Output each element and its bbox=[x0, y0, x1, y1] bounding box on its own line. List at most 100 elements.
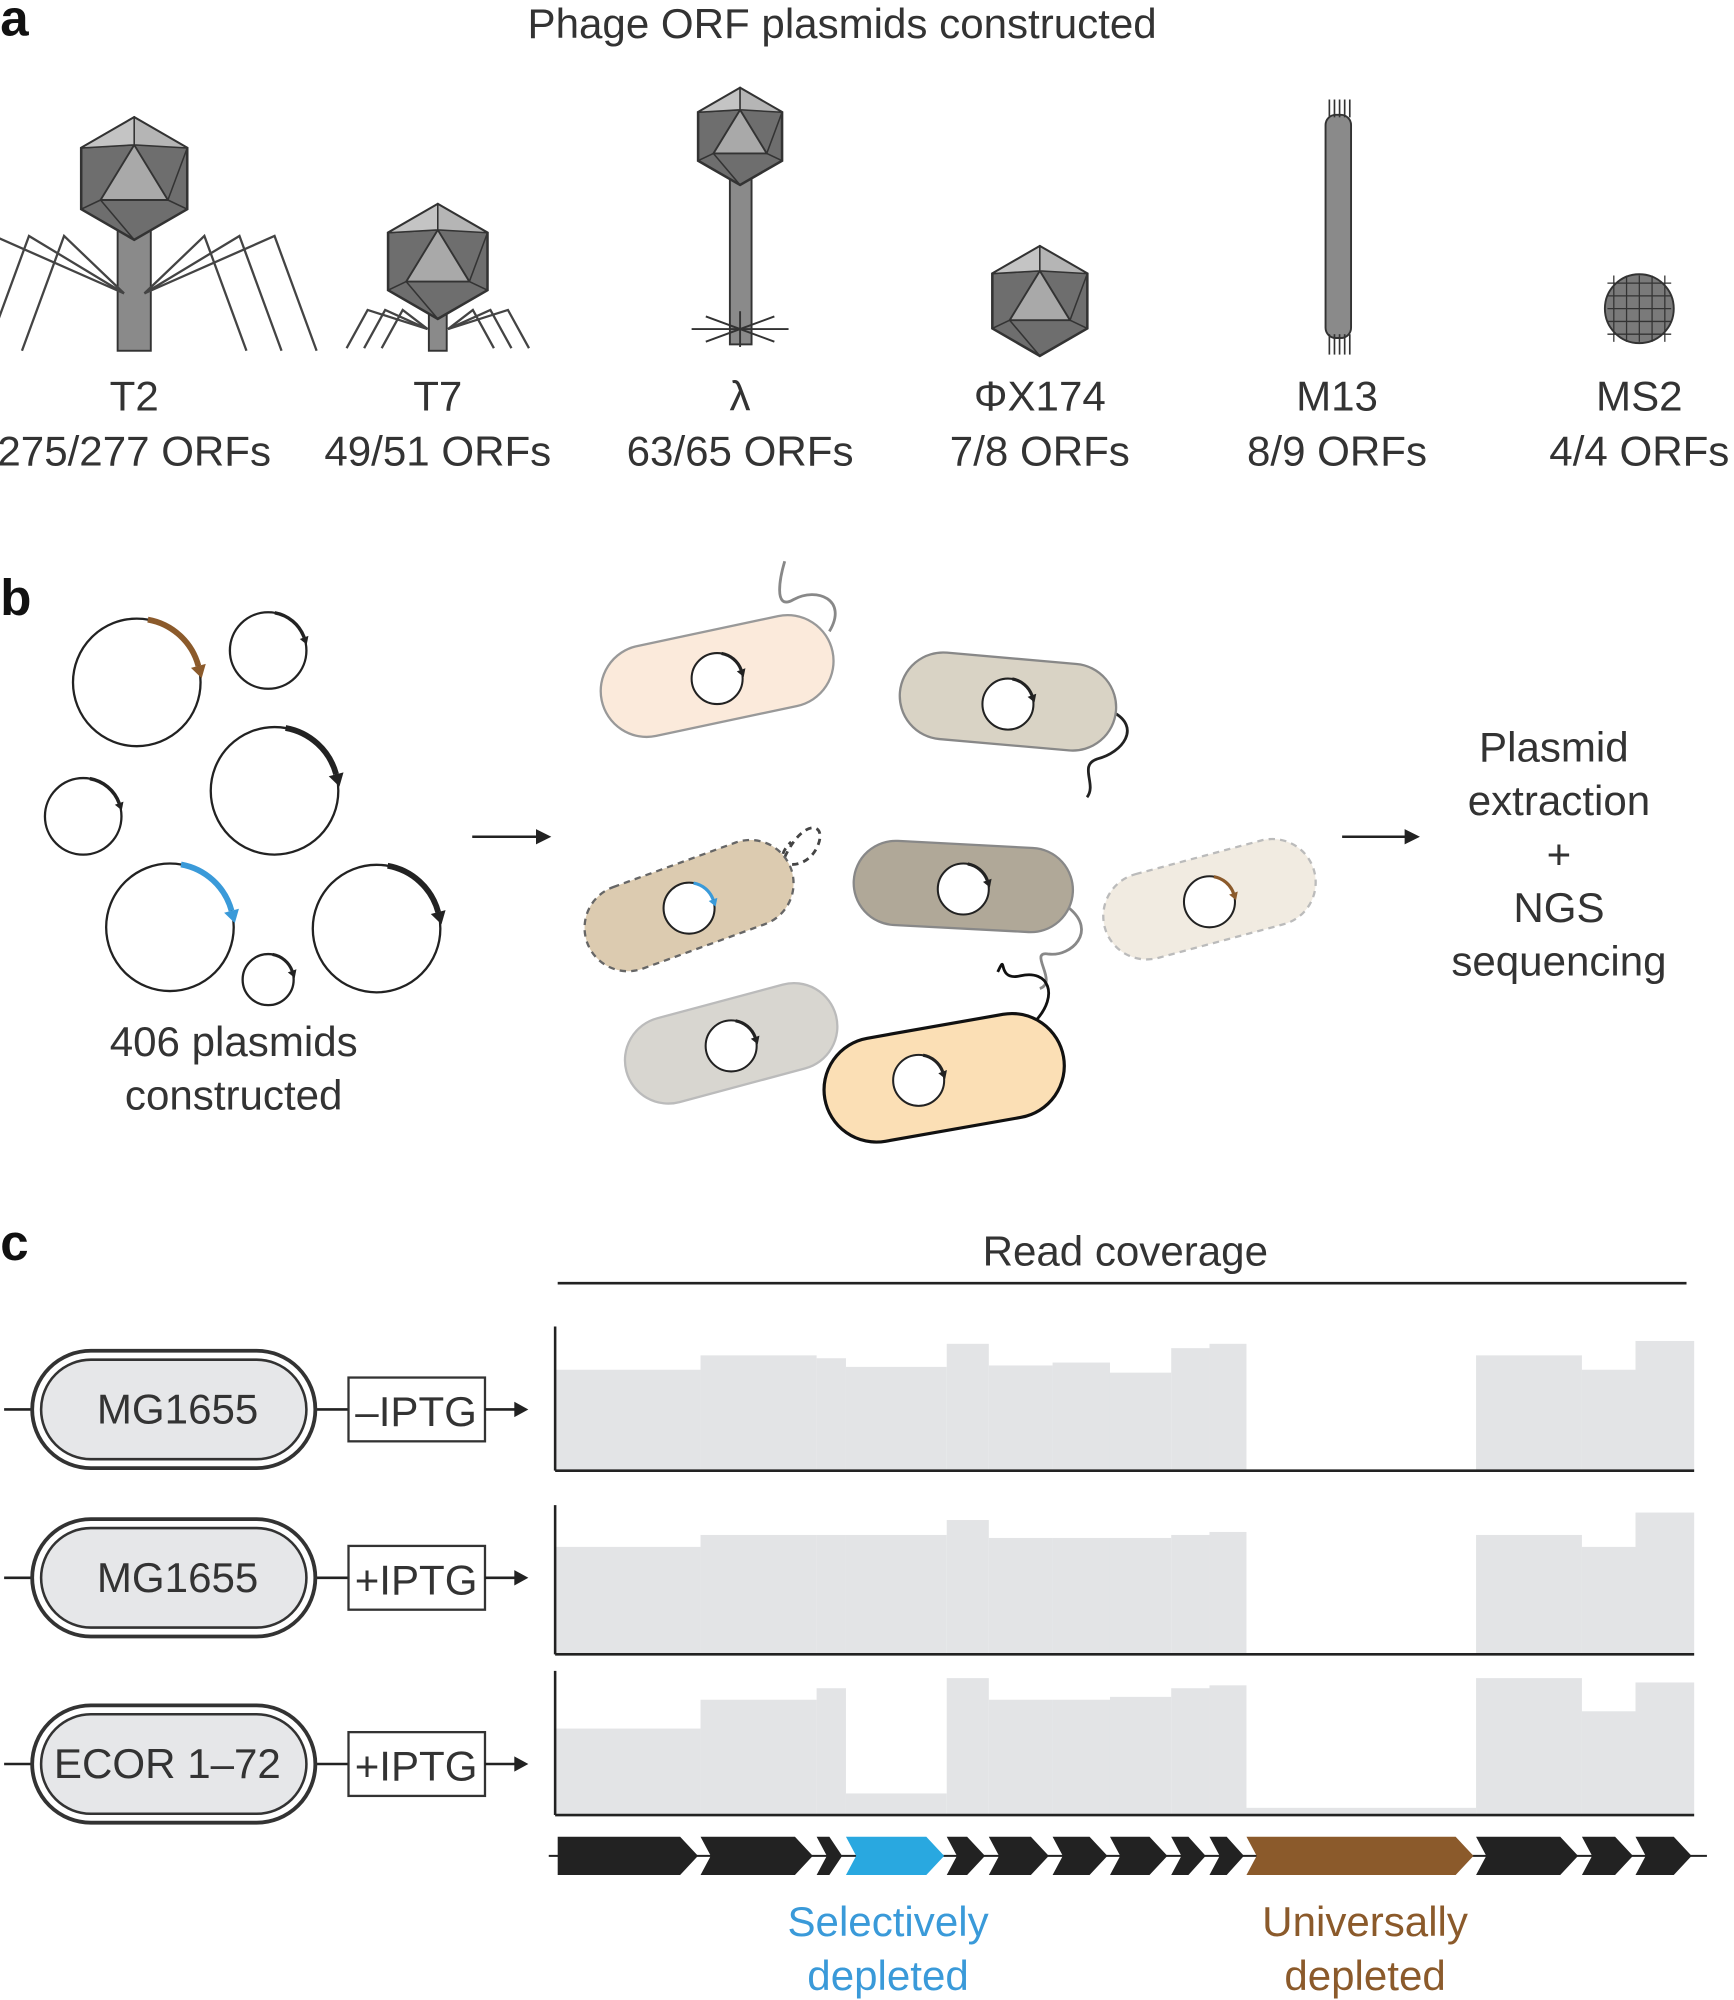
plasmid-icon bbox=[690, 651, 746, 706]
condition-box bbox=[347, 1730, 487, 1798]
arrow-to-sequencing bbox=[1342, 829, 1420, 845]
gene-arrow bbox=[816, 1836, 843, 1875]
capsid-face bbox=[98, 143, 170, 201]
phage-labels: T2 275/277 ORFs T7 49/51 ORFs λ 63/65 ORFs ΦX1… bbox=[0, 373, 1729, 475]
coverage-bar bbox=[555, 1369, 701, 1471]
coverage-bar bbox=[1171, 1534, 1210, 1655]
coverage-title: Read coverage bbox=[983, 1227, 1268, 1274]
phage-t2-icon bbox=[0, 115, 318, 352]
coverage-bar bbox=[1052, 1537, 1110, 1655]
gene-arrow bbox=[557, 1836, 698, 1875]
coverage-bar bbox=[816, 1534, 846, 1655]
sequencing-step-line: extraction bbox=[1468, 777, 1650, 824]
coverage-bar bbox=[1209, 1343, 1247, 1471]
coverage-bar bbox=[1476, 1534, 1582, 1655]
plasmid-icon bbox=[981, 677, 1037, 731]
coverage-row: ECOR 1–72 +IPTG bbox=[4, 1670, 1695, 1825]
flagellum bbox=[781, 826, 822, 866]
coverage-bar bbox=[1052, 1699, 1110, 1816]
coverage-bar bbox=[988, 1365, 1053, 1471]
flagellum bbox=[1039, 907, 1083, 990]
plasmid-icon bbox=[936, 862, 992, 916]
coverage-bar bbox=[1581, 1711, 1636, 1816]
gene-arrow bbox=[1052, 1836, 1108, 1875]
plasmid-icon bbox=[43, 776, 124, 856]
phage-name: λ bbox=[730, 373, 751, 420]
strain-label: MG1655 bbox=[97, 1554, 258, 1601]
plasmid-icon bbox=[311, 862, 446, 994]
phage-name: T2 bbox=[110, 373, 159, 420]
plasmid-icon bbox=[241, 952, 297, 1007]
coverage-bar bbox=[1581, 1369, 1636, 1471]
coverage-bar bbox=[1109, 1537, 1172, 1655]
coverage-bar bbox=[1476, 1678, 1582, 1816]
plasmid-illustrations bbox=[43, 611, 446, 1007]
coverage-bar bbox=[1635, 1512, 1695, 1655]
coverage-bar bbox=[555, 1546, 701, 1655]
flagellum bbox=[1085, 710, 1129, 799]
bacterium-cell bbox=[583, 826, 822, 973]
gene-arrow bbox=[1476, 1836, 1579, 1875]
phage-m13-icon bbox=[1324, 99, 1353, 355]
phage-ms2-icon bbox=[1603, 273, 1675, 345]
phage-name: T7 bbox=[413, 373, 462, 420]
universal-label-line1: Universally bbox=[1262, 1898, 1468, 1945]
panel-label-a: a bbox=[0, 0, 29, 47]
arrow-to-cells bbox=[472, 829, 552, 845]
strain-pill bbox=[39, 1526, 308, 1629]
coverage-bar bbox=[1209, 1685, 1247, 1816]
gene-arrow bbox=[1109, 1836, 1168, 1875]
coverage-bar bbox=[700, 1534, 817, 1655]
plasmid-icon bbox=[209, 725, 344, 856]
strain-pill bbox=[39, 1713, 308, 1816]
coverage-bar bbox=[988, 1699, 1053, 1816]
coverage-bar bbox=[1109, 1696, 1172, 1816]
coverage-bar bbox=[1209, 1531, 1247, 1655]
condition-label: +IPTG bbox=[355, 1743, 478, 1790]
phage-phix174-icon bbox=[991, 244, 1089, 358]
phage-lambda-icon bbox=[691, 86, 789, 347]
plasmid-icon bbox=[228, 611, 309, 690]
universal-label-line2: depleted bbox=[1284, 1952, 1445, 1999]
phage-orf-count: 275/277 ORFs bbox=[0, 428, 271, 475]
strain-label: MG1655 bbox=[97, 1385, 258, 1432]
strain-pill bbox=[39, 1358, 308, 1461]
phage-name: ΦX174 bbox=[974, 373, 1106, 420]
bacterium-cell bbox=[898, 651, 1129, 799]
bacterium-cell bbox=[822, 963, 1066, 1144]
coverage-bar bbox=[845, 1534, 947, 1655]
bacterium-cell bbox=[623, 982, 839, 1105]
coverage-bar bbox=[816, 1358, 846, 1471]
gene-map bbox=[548, 1836, 1707, 1875]
coverage-bar bbox=[1052, 1362, 1110, 1471]
coverage-row: MG1655 +IPTG bbox=[4, 1505, 1695, 1656]
coverage-bar bbox=[845, 1793, 947, 1816]
phage-illustrations bbox=[0, 86, 1675, 358]
coverage-bar bbox=[946, 1678, 989, 1816]
plasmid-icon bbox=[704, 1019, 760, 1073]
coverage-bar bbox=[1109, 1372, 1172, 1471]
capsid-face bbox=[1007, 269, 1072, 322]
plasmid-icon bbox=[1182, 875, 1238, 929]
coverage-bar bbox=[816, 1688, 846, 1816]
plasmid-icon bbox=[71, 616, 206, 748]
condition-box bbox=[347, 1376, 487, 1443]
coverage-bar bbox=[1635, 1682, 1695, 1816]
coverage-bar bbox=[555, 1728, 701, 1816]
coverage-row: MG1655 –IPTG bbox=[4, 1326, 1695, 1472]
coverage-bar bbox=[1635, 1340, 1695, 1471]
condition-label: +IPTG bbox=[355, 1556, 478, 1603]
coverage-bar bbox=[700, 1355, 817, 1471]
coverage-bar bbox=[946, 1520, 989, 1655]
phage-orf-count: 4/4 ORFs bbox=[1549, 428, 1729, 475]
panel-label-c: c bbox=[0, 1214, 28, 1271]
coverage-bar bbox=[1171, 1688, 1210, 1816]
panel-a-title: Phage ORF plasmids constructed bbox=[528, 0, 1157, 47]
plasmids-constructed-text: constructed bbox=[125, 1072, 343, 1119]
plasmids-count-text: 406 plasmids bbox=[110, 1018, 358, 1065]
gene-arrow bbox=[1635, 1836, 1692, 1875]
flagellum bbox=[996, 963, 1051, 1022]
strain-label: ECOR 1–72 bbox=[54, 1740, 281, 1787]
coverage-bar bbox=[1171, 1348, 1210, 1471]
bacteria-cells bbox=[583, 560, 1317, 1144]
